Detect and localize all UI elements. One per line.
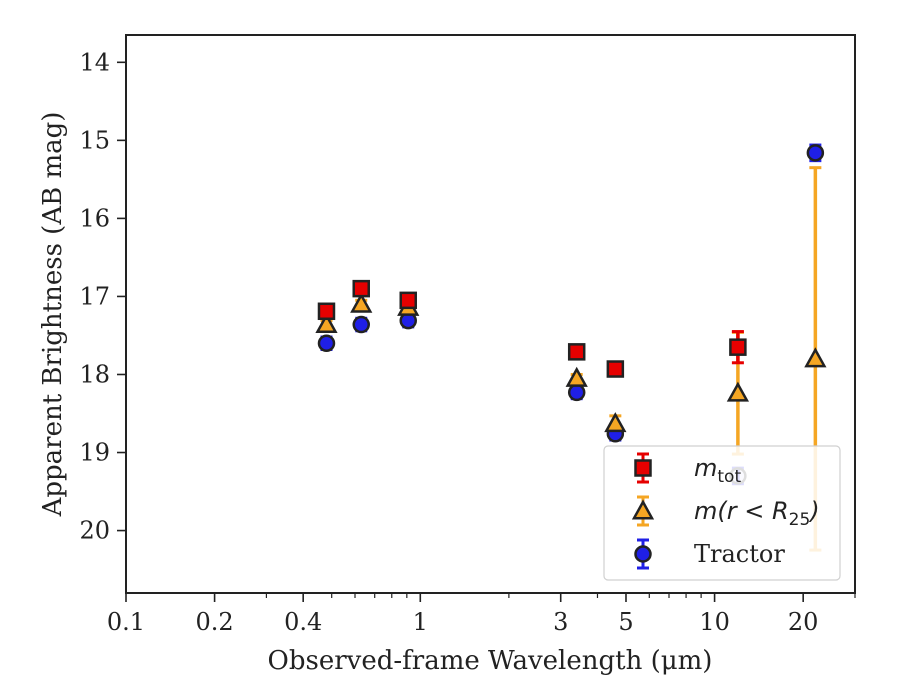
- y-tick-label: 17: [79, 282, 110, 310]
- legend-mtot-point: [634, 459, 652, 477]
- mr25-point: [315, 312, 338, 333]
- legend-label-sub: 25: [789, 510, 811, 530]
- mtot-point: [317, 302, 336, 321]
- legend-label-base: m: [694, 454, 717, 482]
- y-tick-label: 18: [79, 360, 110, 388]
- legend-label: Tractor: [694, 540, 785, 568]
- mr25-point: [804, 347, 827, 368]
- x-tick-label: 0.2: [196, 608, 234, 636]
- markers: [315, 144, 827, 485]
- y-tick-label: 20: [79, 517, 110, 545]
- tractor-point: [317, 334, 336, 353]
- legend-box: [603, 445, 841, 581]
- tractor-point: [567, 383, 586, 402]
- x-tick-label: 3: [553, 608, 568, 636]
- legend-label: mtot: [694, 454, 741, 487]
- y-tick-label: 16: [79, 204, 110, 232]
- legend-label: m(r < R25): [694, 497, 820, 530]
- y-tick-label: 19: [79, 439, 110, 467]
- mr25-point: [604, 412, 627, 433]
- mtot-point: [399, 291, 417, 310]
- x-tick-label: 0.4: [284, 608, 322, 636]
- legend-entry-mr25: m(r < R25): [631, 495, 820, 530]
- legend-label-sub: tot: [717, 467, 741, 487]
- mtot-point: [606, 360, 625, 378]
- x-tick-label: 1: [413, 608, 428, 636]
- legend-label-base: m(r < R: [694, 497, 789, 525]
- x-axis-label: Observed-frame Wavelength (μm): [268, 646, 713, 676]
- plot-frame: [125, 34, 856, 594]
- x-tick-label: 0.1: [107, 608, 145, 636]
- tractor-point: [806, 144, 825, 162]
- tractor-point: [352, 315, 370, 334]
- y-axis-label: Apparent Brightness (AB mag): [38, 112, 68, 518]
- y-tick-label: 14: [79, 48, 110, 76]
- mtot-point: [567, 343, 586, 361]
- legend-mr25-point: [631, 499, 655, 520]
- mr25-point: [565, 366, 588, 387]
- x-tick-label: 10: [699, 608, 730, 636]
- mtot-point: [352, 279, 370, 298]
- x-tick-label: 20: [788, 608, 819, 636]
- y-axis: 14 15 16 17 18 19 20: [79, 48, 126, 545]
- mr25-point: [726, 381, 750, 402]
- legend-entry-mtot: mtot: [634, 452, 741, 487]
- legend-entry-tractor: Tractor: [634, 538, 785, 570]
- legend-tractor-point: [634, 545, 652, 563]
- legend-label-tail: ): [808, 497, 819, 525]
- x-axis: 0.1 0.2 0.4 1 3 5 10 20: [107, 593, 856, 636]
- legend: mtot m(r < R25) Tractor: [603, 445, 841, 581]
- y-tick-label: 15: [79, 126, 110, 154]
- x-tick-label: 5: [618, 608, 633, 636]
- mtot-point: [729, 338, 747, 356]
- mr25-point: [350, 292, 373, 313]
